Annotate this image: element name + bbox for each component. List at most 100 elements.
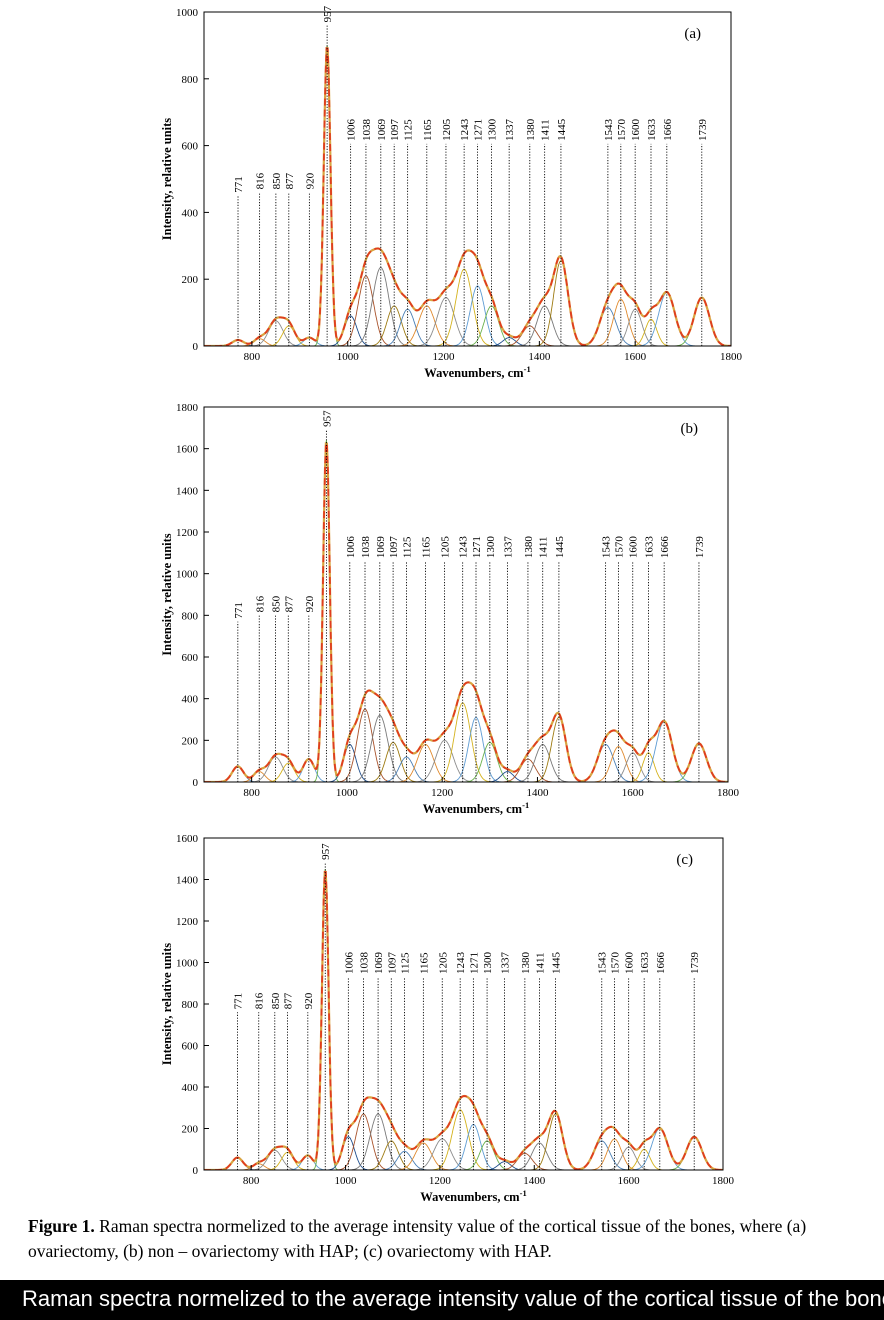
peak-label-877: 877	[283, 595, 295, 612]
peak-label-1205: 1205	[437, 952, 449, 975]
peak-label-1570: 1570	[609, 952, 621, 975]
panel-label: (c)	[676, 852, 693, 868]
peak-label-1666: 1666	[655, 952, 667, 975]
component-peak-1205	[410, 739, 479, 782]
envelope-measured-line	[204, 442, 728, 782]
peak-label-850: 850	[271, 172, 283, 189]
axes-frame	[203, 11, 732, 347]
peak-label-1633: 1633	[646, 118, 658, 141]
x-tick-label-1400: 1400	[526, 787, 549, 799]
peak-label-1300: 1300	[486, 118, 498, 141]
peak-label-1445: 1445	[551, 952, 563, 975]
peak-label-1633: 1633	[639, 952, 651, 975]
component-curves	[215, 45, 731, 346]
y-axis-label: Intensity, relative units	[160, 533, 174, 655]
peak-label-877: 877	[284, 172, 296, 189]
peak-label-1570: 1570	[616, 118, 628, 141]
peak-label-1380: 1380	[523, 536, 535, 559]
peak-label-1411: 1411	[534, 952, 546, 974]
component-curves	[214, 869, 723, 1170]
peak-label-1125: 1125	[403, 119, 415, 141]
x-axis-label-text: Wavenumbers, cm	[423, 802, 523, 816]
x-tick-label-1000: 1000	[336, 787, 359, 799]
panel-label: (b)	[681, 421, 699, 437]
envelope-fit-line	[204, 870, 723, 1170]
peak-label-850: 850	[270, 992, 282, 1009]
peak-label-1069: 1069	[373, 952, 385, 975]
peak-label-816: 816	[254, 992, 266, 1009]
peak-label-1337: 1337	[504, 118, 516, 141]
y-tick-label-600: 600	[182, 1041, 199, 1053]
peak-label-1600: 1600	[630, 118, 642, 141]
peak-label-1739: 1739	[697, 118, 709, 141]
component-peak-1243	[428, 1109, 493, 1170]
peak-label-1271: 1271	[471, 536, 483, 558]
component-peak-1739	[664, 1136, 723, 1170]
peak-label-1271: 1271	[468, 952, 480, 974]
peak-label-1165: 1165	[418, 952, 430, 974]
peak-label-1097: 1097	[389, 118, 401, 141]
peak-label-1038: 1038	[358, 952, 370, 975]
y-tick-label-800: 800	[182, 74, 199, 86]
component-peak-1570	[592, 298, 650, 346]
envelope-measured-line	[204, 47, 731, 346]
caption-text: Raman spectra normelized to the average …	[28, 1216, 807, 1261]
y-tick-label-600: 600	[182, 141, 199, 153]
peak-label-1600: 1600	[624, 952, 636, 975]
peak-label-1445: 1445	[554, 536, 566, 559]
peak-label-957: 957	[322, 5, 334, 22]
x-axis-label-superscript: -1	[520, 1188, 527, 1198]
x-axis-label-superscript: -1	[522, 800, 529, 810]
y-tick-label-200: 200	[182, 274, 199, 286]
component-peak-1271	[448, 285, 507, 346]
y-tick-label-1800: 1800	[176, 402, 199, 414]
chart-panel-c: 771 816 850 877 920 957 1006 1038 1069 1097 1125 11…	[160, 833, 735, 1204]
peak-label-920: 920	[303, 992, 315, 1009]
peak-label-1633: 1633	[643, 536, 655, 559]
component-peak-1006	[323, 1136, 373, 1170]
y-tick-label-400: 400	[182, 1082, 199, 1094]
peak-label-1243: 1243	[455, 952, 467, 975]
peak-label-1300: 1300	[482, 952, 494, 975]
peak-label-1006: 1006	[343, 952, 355, 975]
peak-label-1739: 1739	[694, 536, 706, 559]
peak-label-920: 920	[304, 172, 316, 189]
peak-label-771: 771	[233, 602, 245, 619]
x-tick-label-800: 800	[244, 351, 261, 363]
x-tick-label-1200: 1200	[431, 787, 454, 799]
peak-label-1380: 1380	[520, 952, 532, 975]
peak-label-1243: 1243	[458, 536, 470, 559]
figure-caption: Figure 1. Raman spectra normelized to th…	[28, 1214, 868, 1264]
peak-label-1543: 1543	[597, 952, 609, 975]
peak-label-1543: 1543	[601, 536, 613, 559]
x-axis-label: Wavenumbers, cm-1	[420, 1188, 526, 1204]
peak-label-957: 957	[321, 410, 333, 427]
peak-label-1271: 1271	[473, 119, 485, 141]
x-axis-label-superscript: -1	[524, 364, 531, 374]
peak-label-1038: 1038	[360, 536, 372, 559]
x-tick-label-1400: 1400	[523, 1175, 546, 1187]
component-peak-1165	[391, 1142, 456, 1170]
component-peak-1069	[347, 714, 413, 782]
y-tick-label-0: 0	[193, 777, 199, 789]
x-tick-label-1800: 1800	[717, 787, 740, 799]
peak-label-1445: 1445	[556, 118, 568, 141]
x-tick-label-1000: 1000	[335, 1175, 358, 1187]
peak-label-1337: 1337	[500, 952, 512, 975]
y-tick-label-600: 600	[182, 652, 199, 664]
y-tick-label-1400: 1400	[176, 485, 199, 497]
y-tick-label-400: 400	[182, 694, 199, 706]
x-tick-label-1600: 1600	[618, 1175, 641, 1187]
peak-label-1165: 1165	[421, 536, 433, 558]
component-peak-1633	[628, 318, 674, 346]
x-axis-label: Wavenumbers, cm-1	[424, 364, 530, 380]
peak-label-1666: 1666	[659, 536, 671, 559]
peak-label-1600: 1600	[628, 536, 640, 559]
y-tick-label-0: 0	[193, 1165, 199, 1177]
component-peak-1570	[589, 746, 647, 782]
peak-label-1300: 1300	[485, 536, 497, 559]
y-tick-label-1200: 1200	[176, 527, 199, 539]
x-tick-label-1200: 1200	[429, 1175, 452, 1187]
x-axis-label-text: Wavenumbers, cm	[424, 366, 524, 380]
peak-label-957: 957	[320, 843, 332, 860]
